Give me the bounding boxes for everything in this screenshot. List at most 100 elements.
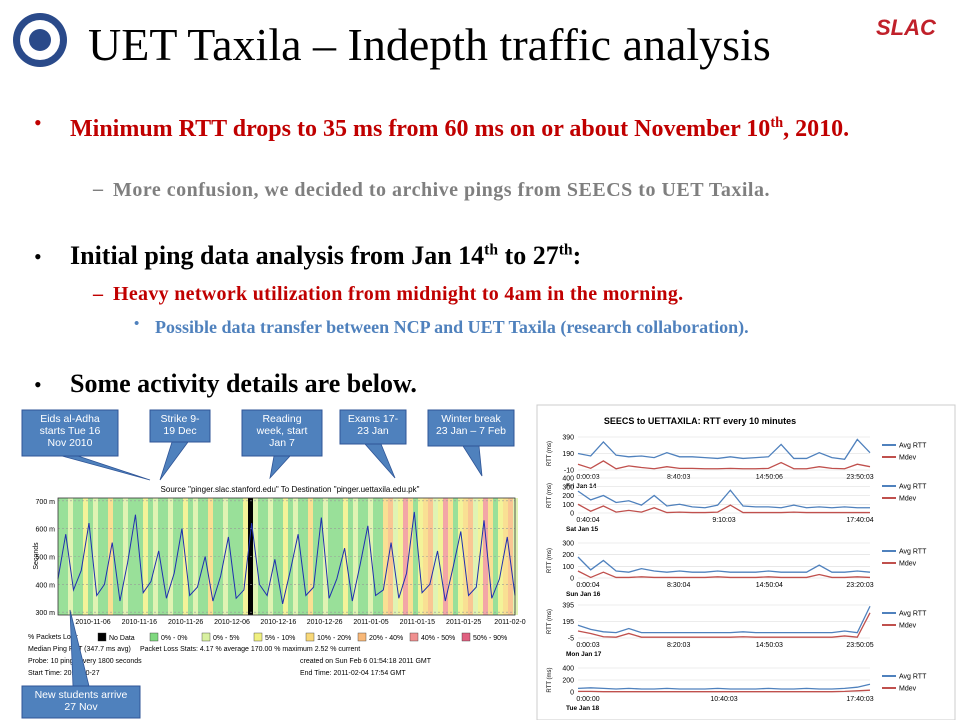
loss-stripe (163, 498, 168, 615)
x-tick-label: 8:40:03 (667, 474, 690, 481)
legend-label: Avg RTT (899, 443, 927, 450)
y-tick-label: 300 (562, 541, 574, 548)
loss-stripe (238, 498, 243, 615)
x-tick-label: 2011-01-25 (446, 619, 481, 626)
x-tick-label: 0:00:03 (576, 642, 599, 649)
loss-stripe (303, 498, 308, 615)
x-tick-label: 8:30:04 (667, 582, 690, 589)
loss-stripe (198, 498, 203, 615)
callout-box (149, 409, 211, 443)
legend-label: 40% - 50% (421, 635, 455, 642)
rtt-series-line (577, 503, 870, 514)
y-tick-label: 200 (562, 493, 574, 500)
loss-stripe (383, 498, 388, 615)
day-label: Mon Jan 17 (566, 651, 602, 658)
y-axis-label: RTT (ms) (547, 441, 553, 466)
y-tick-label: 390 (562, 435, 574, 442)
x-tick-label: 2011-01-05 (353, 619, 388, 626)
y-axis-label: Seconds (33, 542, 40, 570)
loss-stripe (178, 498, 183, 615)
legend-label: 5% - 10% (265, 635, 295, 642)
y-axis-label: RTT (ms) (547, 548, 553, 573)
sub-bullet-text: More confusion, we decided to archive pi… (113, 179, 770, 201)
y-tick-label: 100 (562, 564, 574, 571)
x-tick-label: 2010-11-26 (168, 619, 203, 626)
loss-stripe (358, 498, 363, 615)
bullet-text: Some activity details are below. (70, 369, 417, 398)
callout-text: Exams 17- (348, 413, 399, 425)
loss-stripe (478, 498, 483, 615)
rtt-series-line (577, 612, 871, 638)
legend-swatch (461, 632, 471, 642)
legend-title: % Packets Lost: (28, 634, 78, 641)
callout-text: 19 Dec (163, 425, 196, 437)
x-tick-label: 2011-01-15 (400, 619, 435, 626)
x-tick-label: 2010-11-06 (75, 619, 110, 626)
legend-label: 10% - 20% (317, 635, 351, 642)
sub-bullet-text: Heavy network utilization from midnight … (113, 283, 684, 305)
callout-box (21, 409, 119, 457)
legend-swatch (409, 632, 419, 642)
legend-swatch (253, 632, 263, 642)
callout-text: Winter break (441, 413, 501, 425)
loss-stripe (443, 498, 448, 615)
loss-stripe (503, 498, 508, 615)
y-tick-label: 300 (562, 484, 574, 491)
legend-label: 0% - 5% (213, 635, 239, 642)
x-tick-label: 17:40:04 (846, 517, 873, 524)
slac-logo: SLAC (876, 15, 937, 40)
legend-label: 0% - 0% (161, 635, 187, 642)
y-tick-label: -10 (564, 468, 574, 475)
x-tick-label: 2010-12-26 (307, 619, 343, 626)
loss-stripe (483, 498, 488, 615)
rtt-series-line (578, 689, 871, 693)
dash: – (93, 178, 103, 200)
loss-stripe (398, 498, 403, 615)
y-tick-label: 400 (562, 666, 574, 673)
callout-box (21, 685, 141, 719)
rtt-series-line (577, 605, 871, 634)
x-tick-label: 14:50:04 (756, 582, 783, 589)
rtt-series-line (577, 683, 871, 690)
loss-stripe (283, 498, 288, 615)
legend-swatch (305, 632, 315, 642)
rtt-series-line (577, 556, 871, 573)
x-tick-label: 0:00:03 (576, 474, 599, 481)
loss-stripe (438, 498, 443, 615)
loss-stripe (338, 498, 343, 615)
legend-label: Avg RTT (899, 611, 927, 618)
loss-stripe (123, 498, 128, 615)
callout-text: starts Tue 16 (40, 425, 101, 437)
legend-swatch (201, 632, 211, 642)
y-axis-label: RTT (ms) (547, 483, 553, 508)
legend-label: Mdev (899, 686, 917, 693)
loss-stripe (143, 498, 148, 615)
x-tick-label: 23:20:03 (846, 582, 873, 589)
loss-stripe (118, 498, 123, 615)
stats-line: created on Sun Feb 6 01:54:18 2011 GMT (300, 658, 432, 665)
bullet: • (34, 372, 42, 397)
loss-stripe (263, 498, 268, 615)
x-tick-label: 14:50:03 (756, 642, 783, 649)
x-tick-label: 2010-11-16 (122, 619, 157, 626)
callout-text: 23 Jan (357, 425, 389, 437)
loss-stripe (218, 498, 223, 615)
bullet-text: Initial ping data analysis from Jan 14th… (70, 241, 582, 270)
rtt-chart-title: SEECS to UETTAXILA: RTT every 10 minutes (604, 416, 796, 426)
sub-sub-bullet-text: Possible data transfer between NCP and U… (155, 317, 749, 337)
x-tick-label: 2010-12-16 (260, 619, 296, 626)
loss-stripe (138, 498, 143, 615)
y-tick-label: 100 (562, 502, 574, 509)
callout-text: 23 Jan – 7 Feb (436, 425, 506, 437)
y-tick-label: 190 (562, 451, 574, 458)
callout-box (339, 409, 407, 445)
x-tick-label: 0:40:04 (576, 517, 599, 524)
legend-label: Mdev (899, 623, 917, 630)
y-tick-label: 200 (562, 678, 574, 685)
y-tick-label: 300 m (36, 610, 56, 617)
bullet-text: Minimum RTT drops to 35 ms from 60 ms on… (70, 115, 850, 142)
loss-stripe (498, 498, 503, 615)
legend-label: Mdev (899, 561, 917, 568)
